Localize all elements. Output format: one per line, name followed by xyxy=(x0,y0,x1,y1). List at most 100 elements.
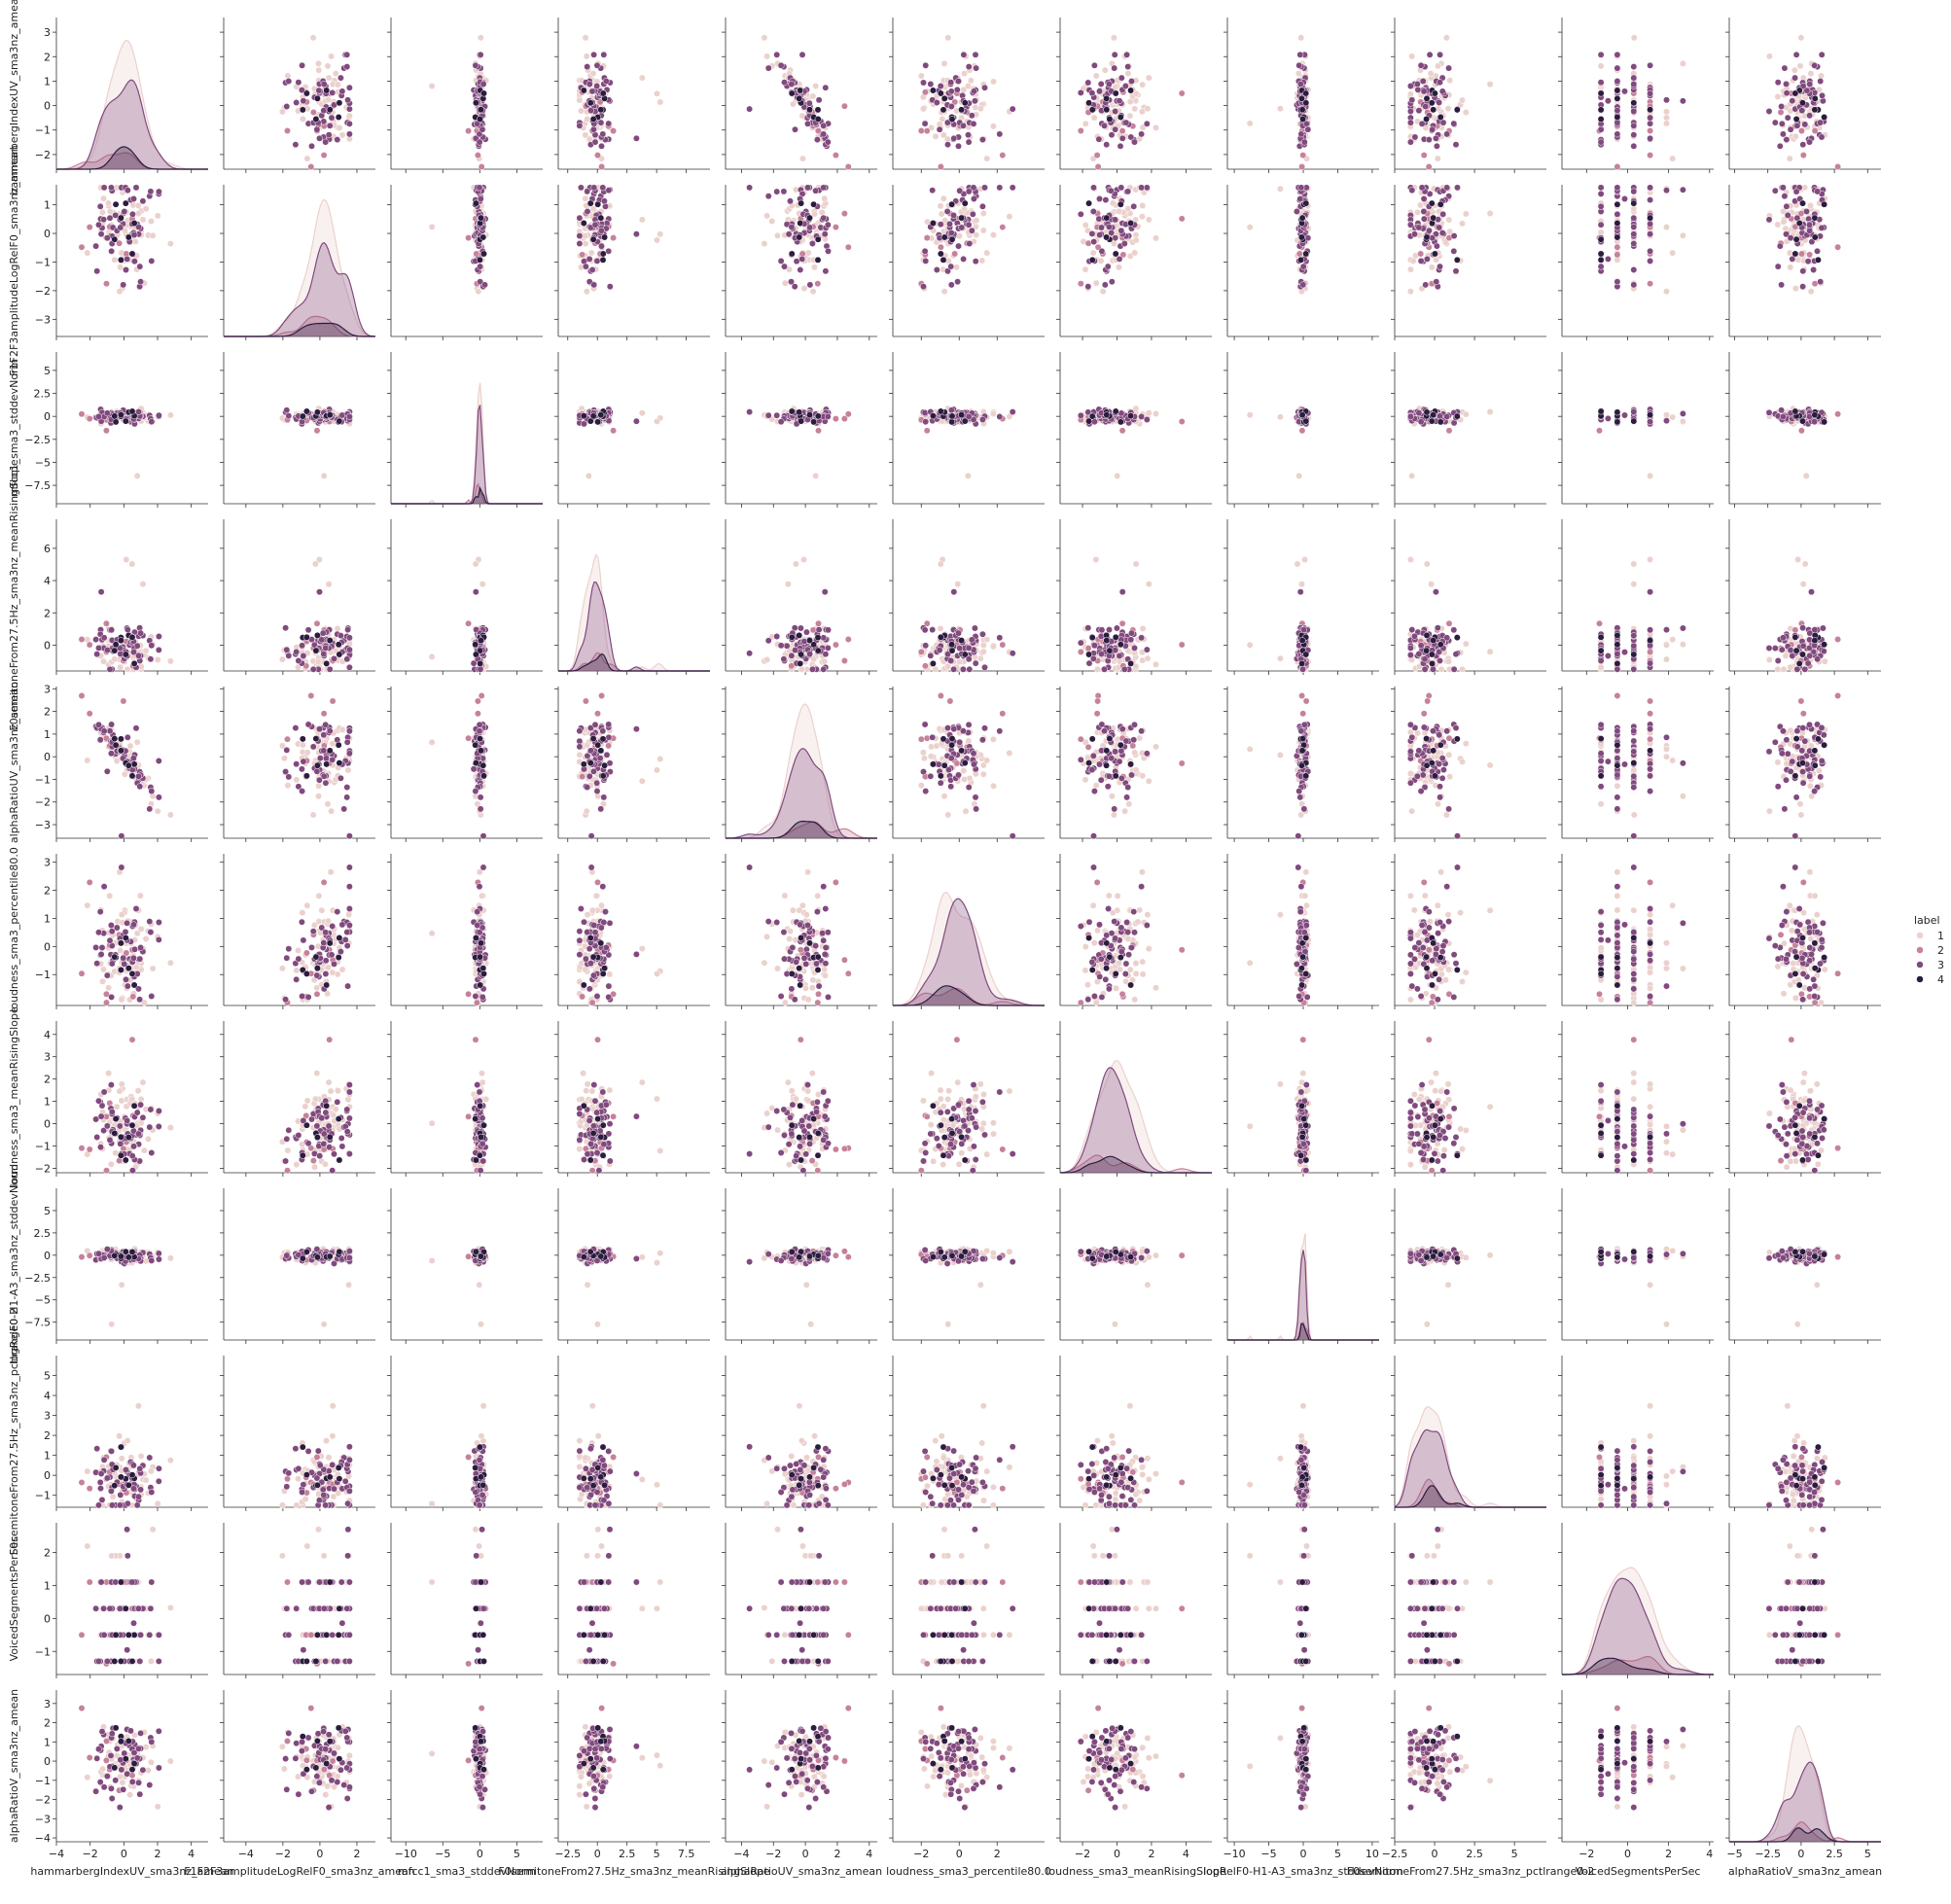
scatter-point xyxy=(1153,123,1159,131)
scatter-point xyxy=(481,281,488,289)
scatter-point xyxy=(840,102,848,110)
scatter-point xyxy=(1630,108,1638,115)
scatter-point xyxy=(128,210,136,218)
scatter-point xyxy=(1420,208,1428,215)
scatter-point xyxy=(345,130,353,138)
scatter-point xyxy=(947,281,955,289)
panel-2-9 xyxy=(1558,352,1714,508)
scatter-point xyxy=(325,74,333,82)
scatter-point xyxy=(1095,135,1103,143)
panel-0-6 xyxy=(1056,18,1212,173)
scatter-point xyxy=(315,87,323,94)
scatter-point xyxy=(943,208,951,215)
scatter-point xyxy=(1406,83,1414,89)
scatter-point xyxy=(1428,417,1436,425)
scatter-point xyxy=(97,588,105,596)
scatter-point xyxy=(1771,119,1779,126)
scatter-point xyxy=(844,163,852,170)
scatter-point xyxy=(1780,218,1788,226)
scatter-point xyxy=(1630,34,1638,42)
scatter-point xyxy=(313,427,321,435)
scatter-point xyxy=(117,411,124,419)
scatter-point xyxy=(132,184,140,192)
scatter-point xyxy=(1438,88,1446,95)
scatter-point xyxy=(976,105,984,113)
scatter-point xyxy=(610,127,618,135)
scatter-point xyxy=(1299,281,1307,289)
scatter-point xyxy=(1452,141,1460,149)
scatter-point xyxy=(940,131,947,139)
scatter-point xyxy=(1444,105,1452,113)
scatter-point xyxy=(1630,240,1638,247)
panel-1-3 xyxy=(554,184,710,340)
scatter-point xyxy=(1630,214,1638,222)
scatter-point xyxy=(1806,227,1814,234)
scatter-point xyxy=(1094,163,1102,170)
scatter-point xyxy=(103,280,110,288)
scatter-point xyxy=(320,81,328,88)
scatter-point xyxy=(818,208,826,216)
scatter-point xyxy=(128,407,136,415)
scatter-point xyxy=(979,210,987,217)
scatter-point xyxy=(978,202,986,210)
scatter-point xyxy=(117,224,124,231)
scatter-point xyxy=(1419,78,1427,85)
scatter-point xyxy=(1630,417,1638,425)
scatter-point xyxy=(1084,79,1092,87)
scatter-point xyxy=(320,118,328,125)
scatter-point xyxy=(128,633,136,641)
scatter-point xyxy=(476,256,483,264)
scatter-point xyxy=(587,107,594,115)
scatter-point xyxy=(1791,74,1799,82)
scatter-point xyxy=(768,218,776,225)
scatter-point xyxy=(937,221,944,229)
panel-2-3 xyxy=(554,352,710,508)
scatter-point xyxy=(1647,152,1654,159)
scatter-point xyxy=(428,223,436,230)
scatter-point xyxy=(582,240,589,248)
scatter-point xyxy=(594,200,602,208)
scatter-point xyxy=(345,84,353,91)
scatter-point xyxy=(465,127,473,135)
scatter-point xyxy=(1787,264,1794,271)
scatter-point xyxy=(1621,88,1628,95)
scatter-point xyxy=(105,199,112,207)
scatter-point xyxy=(1486,210,1494,217)
scatter-point xyxy=(1138,108,1146,116)
scatter-point xyxy=(788,407,796,415)
scatter-point xyxy=(576,232,584,240)
scatter-point xyxy=(810,264,818,271)
panel-2-10 xyxy=(1725,352,1881,508)
scatter-point xyxy=(1112,89,1119,97)
scatter-point xyxy=(1647,196,1654,204)
scatter-point xyxy=(1647,230,1654,238)
scatter-point xyxy=(478,106,484,114)
kde-line-4 xyxy=(56,146,208,170)
scatter-point xyxy=(955,78,962,85)
scatter-point xyxy=(1436,99,1443,106)
scatter-point xyxy=(810,200,818,208)
scatter-point xyxy=(1814,256,1822,264)
scatter-point xyxy=(938,210,945,218)
scatter-point xyxy=(1092,279,1100,287)
scatter-point xyxy=(1778,281,1786,289)
scatter-point xyxy=(1437,412,1443,420)
y-tick-label: 1 xyxy=(44,75,51,88)
scatter-point xyxy=(1124,205,1132,213)
scatter-point xyxy=(1806,81,1814,88)
scatter-point xyxy=(1614,163,1621,170)
scatter-point xyxy=(1420,152,1428,159)
scatter-point xyxy=(1408,53,1416,60)
scatter-point xyxy=(1138,130,1146,138)
scatter-point xyxy=(1663,108,1670,116)
scatter-point xyxy=(334,81,341,88)
scatter-point xyxy=(1597,138,1605,146)
scatter-point xyxy=(332,70,339,78)
scatter-point xyxy=(1105,223,1113,230)
y-tick-label: −2.5 xyxy=(24,434,51,446)
scatter-point xyxy=(328,114,336,122)
scatter-point xyxy=(1798,250,1805,258)
scatter-point xyxy=(1302,89,1310,97)
scatter-point xyxy=(939,115,946,123)
scatter-point xyxy=(777,61,785,69)
